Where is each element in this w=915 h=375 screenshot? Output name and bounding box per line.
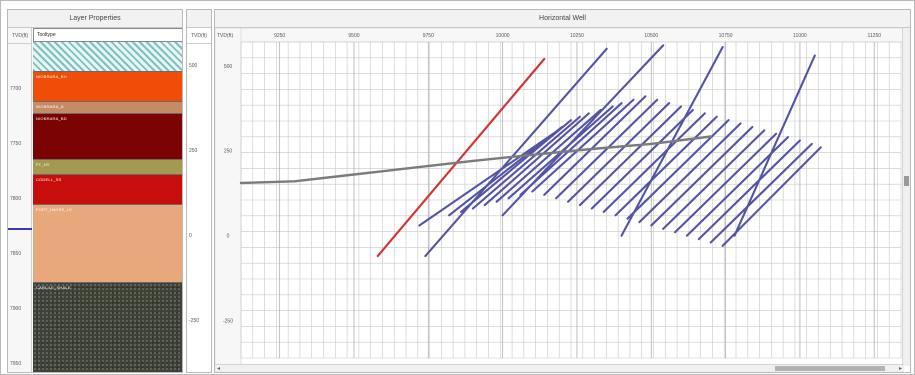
- blue-fracture-line: [471, 115, 581, 210]
- blue-fracture-line: [501, 44, 665, 217]
- layer-label: NIOBRARA_BH: [36, 74, 67, 79]
- blue-fracture-line: [578, 105, 683, 207]
- y-tick-label: -250: [223, 319, 233, 325]
- x-tick-label: 11250: [867, 33, 881, 39]
- layer-row[interactable]: FORT_HAYES_LS: [33, 205, 182, 283]
- x-tick-label: 10000: [496, 33, 510, 39]
- vertical-scrollbar-thumb[interactable]: [904, 176, 909, 186]
- blue-fracture-line: [590, 108, 694, 210]
- layer-label: CODELL_SS: [36, 177, 62, 182]
- blue-fracture-line: [674, 132, 778, 234]
- blue-fracture-line: [459, 119, 573, 213]
- x-tick-label: 9750: [423, 33, 434, 39]
- layer-label: NIOBRARA_A: [36, 104, 64, 109]
- y-tick-label: 500: [224, 64, 233, 70]
- depth-tick-label: 7950: [10, 361, 22, 367]
- vertical-scrollbar[interactable]: [902, 28, 910, 366]
- x-tick-label: 9250: [274, 33, 285, 39]
- layer-row[interactable]: FT_HY: [33, 160, 182, 175]
- blue-fracture-line: [418, 132, 555, 227]
- depth-axis: TVD(ft) 7700 7750 7800 7850 7900 7950: [8, 28, 32, 372]
- layer-properties-title: Layer Properties: [8, 10, 182, 28]
- depth-scale-tick-label: 0: [189, 232, 192, 239]
- x-tick-label: 10250: [570, 33, 584, 39]
- scroll-left-arrow-icon[interactable]: ◂: [217, 366, 221, 372]
- blue-fracture-line: [448, 125, 564, 217]
- blue-fracture-line: [733, 54, 816, 237]
- blue-fracture-line: [614, 115, 718, 217]
- layer-label: FORT_HAYES_LS: [36, 207, 73, 212]
- horizontal-scrollbar-thumb[interactable]: [775, 366, 885, 371]
- blue-fracture-line: [626, 119, 730, 220]
- layer-row[interactable]: [33, 42, 182, 72]
- depth-tick-label: 7900: [10, 306, 22, 312]
- blue-fracture-line: [555, 98, 659, 200]
- depth-tick-label: 7850: [10, 251, 22, 257]
- x-tick-label: 10750: [719, 33, 733, 39]
- depth-scale-panel: TVD(ft) 500 250 0 -250: [186, 9, 212, 373]
- blue-fracture-line: [543, 95, 647, 196]
- x-tick-label: 10500: [644, 33, 658, 39]
- blue-fracture-line: [531, 98, 635, 193]
- depth-scale-tick-label: -250: [189, 317, 200, 324]
- horizontal-well-title: Horizontal Well: [215, 10, 910, 28]
- scroll-right-arrow-icon[interactable]: ▸: [898, 366, 902, 372]
- depth-scale-tick-label: 250: [189, 147, 198, 154]
- red-fracture-line: [376, 57, 546, 258]
- layer-row[interactable]: NIOBRARA_A: [33, 102, 182, 114]
- depth-tick-label: 7700: [10, 86, 22, 92]
- layer-label: NIOBRARA_BD: [36, 116, 67, 121]
- depth-scale-title: [187, 10, 211, 28]
- horizontal-scrollbar[interactable]: ◂ ▸: [215, 364, 904, 372]
- depth-marker: [8, 228, 32, 230]
- layer-row[interactable]: NIOBRARA_BH: [33, 72, 182, 102]
- layer-label: CARLILE_SHALE: [36, 285, 71, 290]
- blue-fracture-line: [697, 139, 801, 241]
- layer-row[interactable]: CARLILE_SHALE: [33, 283, 182, 372]
- layer-row[interactable]: NIOBRARA_BD: [33, 114, 182, 160]
- depth-axis-header: TVD(ft): [8, 28, 32, 44]
- blue-fracture-line: [662, 129, 766, 230]
- layer-label: FT_HY: [36, 162, 50, 167]
- horizontal-well-chart[interactable]: TVD(ft) 9250 9500 9750 10000 10250 10500 10750 1…: [215, 28, 903, 366]
- x-tick-label: 9500: [348, 33, 359, 39]
- blue-fracture-line: [566, 102, 671, 203]
- y-tick-label: 250: [224, 149, 233, 155]
- x-tick-label: 11000: [793, 33, 807, 39]
- blue-fracture-line: [495, 108, 602, 203]
- blue-fracture-line: [483, 112, 590, 207]
- layer-header-cell[interactable]: Tooltype: [33, 28, 182, 42]
- layer-row[interactable]: CODELL_SS: [33, 175, 182, 205]
- blue-fracture-line: [709, 142, 813, 244]
- depth-scale-header: TVD(ft): [187, 28, 211, 44]
- depth-scale-tick-label: 500: [189, 62, 198, 69]
- blue-fracture-line: [424, 47, 608, 258]
- y-axis-gutter: [215, 28, 242, 366]
- layer-stack: Tooltype NIOBRARA_BH NIOBRARA_A NIOBRARA_B…: [33, 28, 182, 372]
- depth-tick-label: 7800: [10, 196, 22, 202]
- y-tick-label: 0: [227, 234, 230, 240]
- horizontal-well-panel: Horizontal Well TVD(ft) 9250 9500 9750 10000…: [214, 9, 911, 373]
- blue-fracture-line: [721, 146, 822, 247]
- x-axis-header-label: TVD(ft): [217, 33, 233, 39]
- depth-tick-label: 7750: [10, 141, 22, 147]
- blue-fracture-line: [638, 122, 742, 224]
- well-path-line: [239, 135, 712, 185]
- layer-properties-panel: Layer Properties TVD(ft) 7700 7750 7800 785…: [7, 9, 183, 373]
- blue-fracture-line: [650, 125, 754, 227]
- blue-fracture-line: [602, 112, 706, 213]
